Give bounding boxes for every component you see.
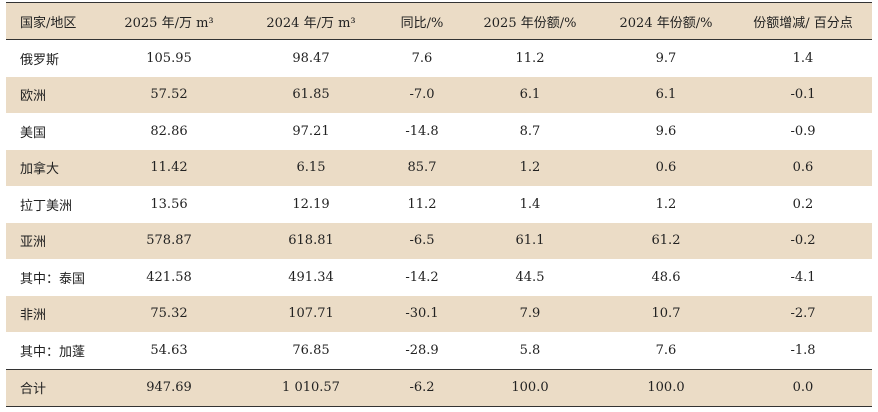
table-row: 拉丁美洲 13.56 12.19 11.2 1.4 1.2 0.2	[6, 186, 872, 223]
table-row: 亚洲 578.87 618.81 -6.5 61.1 61.2 -0.2	[6, 222, 872, 259]
header-2025-share: 2025 年份额/%	[462, 2, 598, 40]
cell-2025-volume: 82.86	[150, 123, 188, 139]
cell-2025-volume: 105.95	[146, 50, 192, 66]
cell-2024-share: 61.2	[651, 233, 681, 249]
cell-2025-volume: 13.56	[150, 196, 188, 212]
cell-2024-volume: 491.34	[288, 269, 334, 285]
cell-region: 亚洲	[20, 235, 47, 251]
cell-2024-volume: 107.71	[288, 306, 334, 322]
cell-2024-volume: 76.85	[292, 342, 330, 358]
cell-region: 欧洲	[20, 89, 47, 105]
cell-yoy: 11.2	[407, 196, 437, 212]
cell-2024-volume: 6.15	[296, 160, 326, 176]
header-share-change: 份额增减/ 百分点	[734, 2, 872, 40]
cell-share-change: 0.2	[792, 196, 814, 212]
cell-region: 加拿大	[20, 162, 60, 178]
table-row: 俄罗斯 105.95 98.47 7.6 11.2 9.7 1.4	[6, 40, 872, 77]
table-header-row: 国家/地区 2025 年/万 m³ 2024 年/万 m³ 同比/% 2025 …	[6, 2, 872, 40]
cell-2025-volume: 11.42	[150, 160, 188, 176]
header-2024-share: 2024 年份额/%	[598, 2, 734, 40]
cell-share-change: -4.1	[790, 269, 816, 285]
cell-yoy: -14.2	[405, 269, 439, 285]
cell-2025-share: 8.7	[519, 123, 541, 139]
cell-2025-share: 5.8	[519, 342, 541, 358]
cell-2024-share: 9.7	[655, 50, 677, 66]
cell-2024-volume: 618.81	[288, 233, 334, 249]
header-2024-volume: 2024 年/万 m³	[240, 2, 382, 40]
cell-2025-volume: 54.63	[150, 342, 188, 358]
cell-region: 美国	[20, 125, 47, 141]
cell-2024-volume: 61.85	[292, 87, 330, 103]
cell-2025-share: 44.5	[515, 269, 545, 285]
cell-2025-volume: 75.32	[150, 306, 188, 322]
header-2025-volume: 2025 年/万 m³	[98, 2, 240, 40]
cell-2024-volume: 97.21	[292, 123, 330, 139]
data-table-container: 国家/地区 2025 年/万 m³ 2024 年/万 m³ 同比/% 2025 …	[6, 2, 872, 407]
cell-2024-share: 1.2	[655, 196, 677, 212]
cell-region: 俄罗斯	[20, 52, 60, 68]
cell-2025-share: 7.9	[519, 306, 541, 322]
total-2024-volume: 1 010.57	[240, 368, 382, 407]
cell-yoy: -14.8	[405, 123, 439, 139]
cell-2025-volume: 421.58	[146, 269, 192, 285]
cell-yoy: -6.5	[409, 233, 435, 249]
cell-yoy: -7.0	[409, 87, 435, 103]
cell-share-change: -0.2	[790, 233, 816, 249]
cell-region: 拉丁美洲	[20, 198, 73, 214]
table-row: 欧洲 57.52 61.85 -7.0 6.1 6.1 -0.1	[6, 76, 872, 113]
cell-2025-volume: 578.87	[146, 233, 192, 249]
cell-yoy: 7.6	[411, 50, 433, 66]
cell-region: 其中：泰国	[20, 271, 86, 287]
cell-share-change: -0.1	[790, 87, 816, 103]
cell-2025-share: 61.1	[515, 233, 545, 249]
table-row: 其中：泰国 421.58 491.34 -14.2 44.5 48.6 -4.1	[6, 259, 872, 296]
cell-yoy: -30.1	[405, 306, 439, 322]
cell-region: 非洲	[20, 308, 47, 324]
table-row: 美国 82.86 97.21 -14.8 8.7 9.6 -0.9	[6, 113, 872, 150]
total-yoy: -6.2	[382, 368, 462, 407]
cell-yoy: -28.9	[405, 342, 439, 358]
header-region: 国家/地区	[6, 2, 98, 40]
cell-2025-share: 1.4	[519, 196, 541, 212]
cell-2024-share: 6.1	[655, 87, 677, 103]
cell-share-change: 0.6	[792, 160, 814, 176]
total-2025-volume: 947.69	[98, 368, 240, 407]
cell-share-change: 1.4	[792, 50, 814, 66]
cell-share-change: -2.7	[790, 306, 816, 322]
cell-share-change: -1.8	[790, 342, 816, 358]
total-share-change: 0.0	[734, 368, 872, 407]
cell-2024-volume: 98.47	[292, 50, 330, 66]
total-label: 合计	[6, 368, 98, 407]
timber-import-table: 国家/地区 2025 年/万 m³ 2024 年/万 m³ 同比/% 2025 …	[6, 2, 872, 407]
cell-2024-share: 9.6	[655, 123, 677, 139]
cell-yoy: 85.7	[407, 160, 437, 176]
cell-2025-share: 6.1	[519, 87, 541, 103]
cell-2024-share: 7.6	[655, 342, 677, 358]
cell-2025-share: 11.2	[515, 50, 545, 66]
cell-region: 其中：加蓬	[20, 344, 86, 360]
cell-2024-volume: 12.19	[292, 196, 330, 212]
total-2025-share: 100.0	[462, 368, 598, 407]
cell-share-change: -0.9	[790, 123, 816, 139]
table-row: 加拿大 11.42 6.15 85.7 1.2 0.6 0.6	[6, 149, 872, 186]
cell-2025-volume: 57.52	[150, 87, 188, 103]
total-2024-share: 100.0	[598, 368, 734, 407]
header-yoy: 同比/%	[382, 2, 462, 40]
table-row: 非洲 75.32 107.71 -30.1 7.9 10.7 -2.7	[6, 295, 872, 332]
cell-2024-share: 10.7	[651, 306, 681, 322]
table-row: 其中：加蓬 54.63 76.85 -28.9 5.8 7.6 -1.8	[6, 332, 872, 369]
table-total-row: 合计 947.69 1 010.57 -6.2 100.0 100.0 0.0	[6, 368, 872, 407]
cell-2025-share: 1.2	[519, 160, 541, 176]
cell-2024-share: 48.6	[651, 269, 681, 285]
cell-2024-share: 0.6	[655, 160, 677, 176]
